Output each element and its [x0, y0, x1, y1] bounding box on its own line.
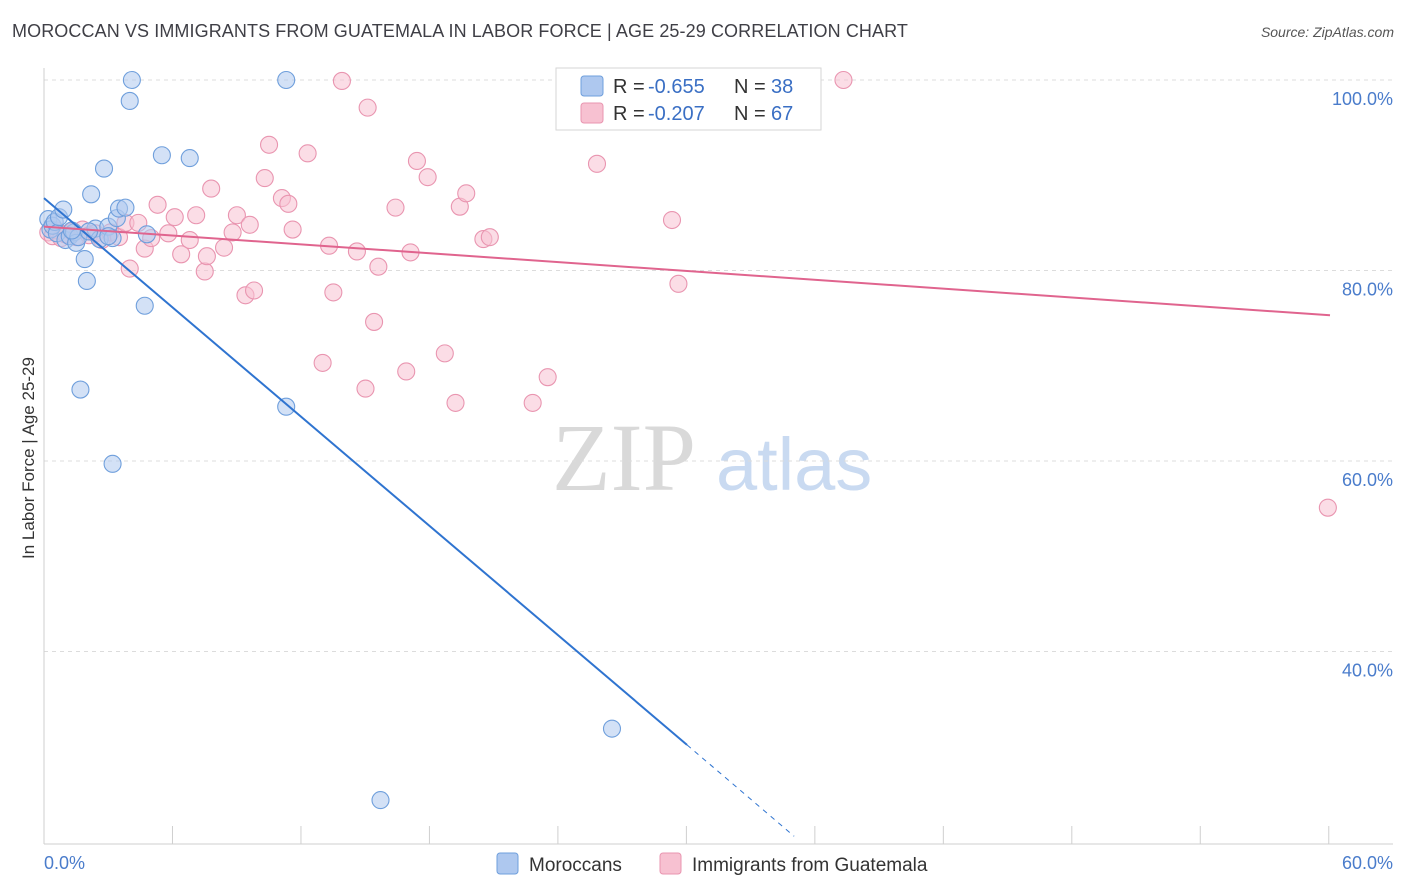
legend-r-label-moroccans: R =	[613, 76, 645, 98]
series-moroccans-points	[39, 70, 622, 810]
data-point	[407, 151, 426, 171]
data-point	[172, 245, 191, 264]
data-point	[602, 719, 622, 738]
data-point	[386, 198, 405, 217]
data-point	[120, 91, 139, 111]
data-point	[1318, 498, 1337, 517]
bottom-legend-swatch-moroccans	[496, 852, 519, 875]
data-point	[365, 312, 384, 331]
data-point	[195, 262, 214, 281]
data-point	[116, 198, 135, 217]
chart-title: MOROCCAN VS IMMIGRANTS FROM GUATEMALA IN…	[12, 21, 909, 41]
data-point	[227, 206, 246, 225]
y-tick-label: 40.0%	[1342, 661, 1393, 681]
data-point	[82, 185, 101, 204]
data-point	[332, 71, 351, 91]
data-point	[397, 362, 416, 381]
data-point	[277, 70, 296, 90]
data-point	[277, 397, 296, 416]
data-point	[523, 393, 542, 412]
data-point	[457, 184, 476, 203]
y-tick-label: 60.0%	[1342, 470, 1393, 490]
data-point	[62, 221, 81, 240]
bottom-legend-label-guatemala: Immigrants from Guatemala	[692, 855, 928, 876]
y-tick-labels: 40.0% 60.0% 80.0% 100.0%	[1332, 89, 1393, 681]
trend-line-guatemala	[43, 225, 1331, 317]
data-point	[54, 200, 73, 219]
series-legend: Moroccans Immigrants from Guatemala	[496, 852, 928, 876]
watermark-atlas: atlas	[716, 423, 872, 506]
data-point	[135, 296, 154, 315]
data-point	[77, 271, 96, 291]
data-point	[669, 274, 688, 293]
data-point	[480, 228, 499, 247]
data-point	[283, 220, 302, 239]
data-point	[313, 353, 332, 372]
data-point	[223, 223, 242, 242]
legend-n-label-guatemala: N =	[734, 103, 766, 125]
data-point	[834, 70, 853, 90]
legend-n-value-guatemala: 67	[771, 103, 793, 125]
legend-swatch-moroccans	[580, 75, 604, 97]
y-tick-label: 100.0%	[1332, 89, 1393, 109]
data-point	[587, 154, 607, 173]
legend-r-value-guatemala: -0.207	[648, 103, 705, 125]
data-point	[103, 454, 122, 473]
legend-swatch-guatemala	[580, 102, 604, 124]
trend-line-moroccans-extension	[686, 744, 795, 837]
data-point	[197, 247, 216, 266]
axes	[43, 68, 1393, 845]
data-point	[446, 393, 465, 412]
correlation-legend: R = -0.655 N = 38 R = -0.207 N = 67	[555, 67, 822, 131]
y-tick-label: 80.0%	[1342, 280, 1393, 300]
data-point	[180, 230, 199, 250]
data-point	[187, 206, 206, 225]
data-point	[240, 215, 259, 234]
data-point	[202, 179, 221, 198]
x-tick-label-max: 60.0%	[1342, 853, 1393, 873]
data-point	[180, 149, 199, 168]
data-point	[122, 70, 141, 90]
data-point	[75, 250, 94, 269]
watermark-zip: ZIP	[552, 404, 696, 511]
data-point	[214, 238, 234, 257]
bottom-legend-label-moroccans: Moroccans	[529, 855, 622, 876]
trend-lines	[43, 197, 1331, 837]
data-point	[435, 344, 454, 363]
data-point	[152, 146, 171, 165]
x-tick-label-min: 0.0%	[44, 853, 85, 873]
trend-line-moroccans	[43, 197, 688, 746]
legend-r-label-guatemala: R =	[613, 103, 645, 125]
data-point	[324, 283, 343, 302]
legend-r-value-moroccans: -0.655	[648, 76, 705, 98]
data-point	[418, 168, 437, 187]
data-point	[371, 791, 390, 810]
gridlines	[44, 79, 1393, 652]
legend-n-value-moroccans: 38	[771, 76, 793, 98]
data-point	[120, 259, 139, 278]
data-point	[538, 368, 557, 387]
data-point	[165, 208, 184, 227]
data-point	[244, 281, 264, 300]
data-point	[148, 195, 167, 214]
y-axis-label: In Labor Force | Age 25-29	[19, 357, 38, 559]
bottom-legend-swatch-guatemala	[659, 852, 682, 875]
data-point	[356, 379, 375, 398]
data-point	[662, 210, 682, 230]
data-point	[71, 380, 90, 399]
data-point	[279, 194, 298, 213]
data-point	[347, 242, 366, 261]
legend-n-label-moroccans: N =	[734, 76, 766, 98]
data-point	[369, 257, 388, 276]
data-point	[79, 222, 99, 241]
data-point	[94, 159, 114, 178]
data-point	[255, 169, 274, 188]
data-point	[358, 98, 377, 117]
data-point	[159, 224, 178, 243]
data-point	[259, 135, 279, 154]
source-note: Source: ZipAtlas.com	[1260, 24, 1394, 40]
data-point	[298, 144, 317, 163]
